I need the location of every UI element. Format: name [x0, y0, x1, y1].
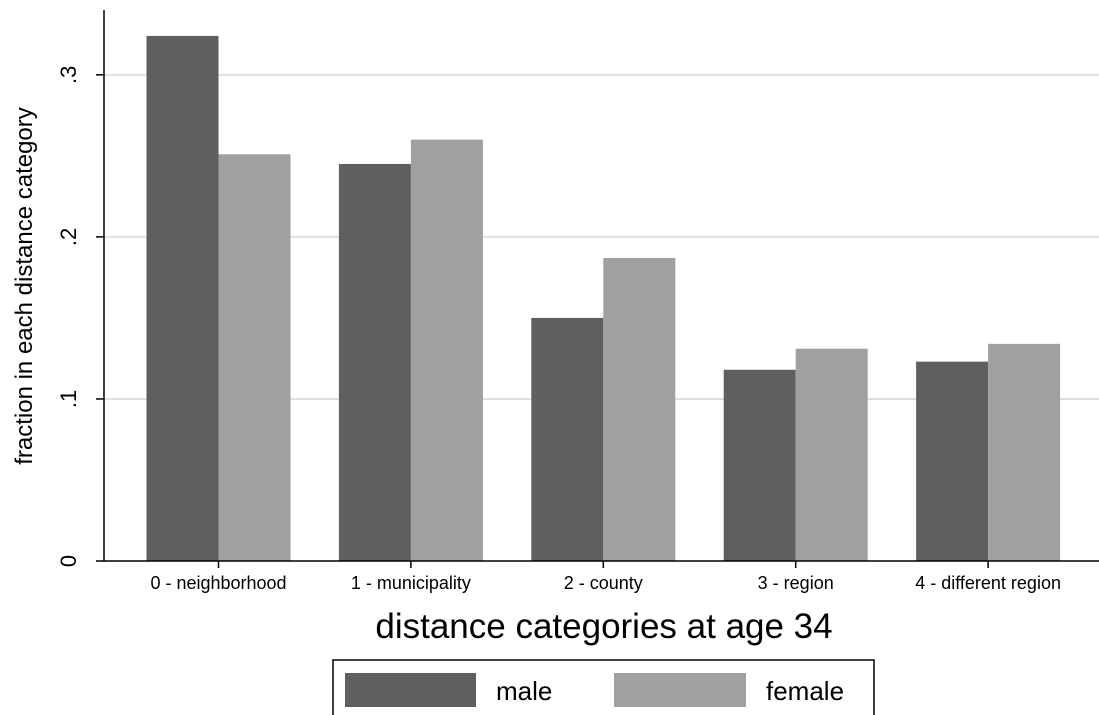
bar-female-2 — [603, 257, 676, 561]
bar-female-0 — [218, 154, 291, 561]
legend-swatch-female — [614, 673, 746, 707]
y-tick-label: .1 — [56, 390, 81, 408]
legend: male female — [332, 659, 875, 715]
legend-label-female: female — [766, 676, 844, 706]
x-tick-label: 1 - municipality — [351, 573, 471, 593]
y-tick-label: .3 — [56, 66, 81, 84]
legend-label-male: male — [496, 676, 552, 706]
y-axis-title: fraction in each distance category — [11, 107, 38, 465]
y-tick-label: .2 — [56, 228, 81, 246]
axes — [103, 10, 1099, 562]
y-axis-ticks: 0 .1 .2 .3 — [56, 66, 104, 567]
bar-male-1 — [338, 163, 411, 562]
x-tick-label: 2 - county — [564, 573, 643, 593]
bar-female-4 — [988, 343, 1061, 561]
bar-female-3 — [795, 348, 868, 561]
legend-swatch-male — [345, 673, 476, 707]
bar-male-3 — [723, 369, 796, 561]
x-tick-label: 0 - neighborhood — [150, 573, 286, 593]
bar-male-2 — [531, 317, 604, 561]
x-tick-label: 3 - region — [758, 573, 834, 593]
y-tick-label: 0 — [56, 555, 81, 567]
bar-male-0 — [146, 35, 219, 561]
x-tick-label: 4 - different region — [915, 573, 1061, 593]
bars — [146, 35, 1061, 562]
x-axis-ticks: 0 - neighborhood 1 - municipality 2 - coun… — [150, 561, 1061, 593]
bar-male-4 — [916, 361, 989, 561]
bar-female-1 — [410, 139, 483, 561]
x-axis-title: distance categories at age 34 — [375, 607, 832, 646]
